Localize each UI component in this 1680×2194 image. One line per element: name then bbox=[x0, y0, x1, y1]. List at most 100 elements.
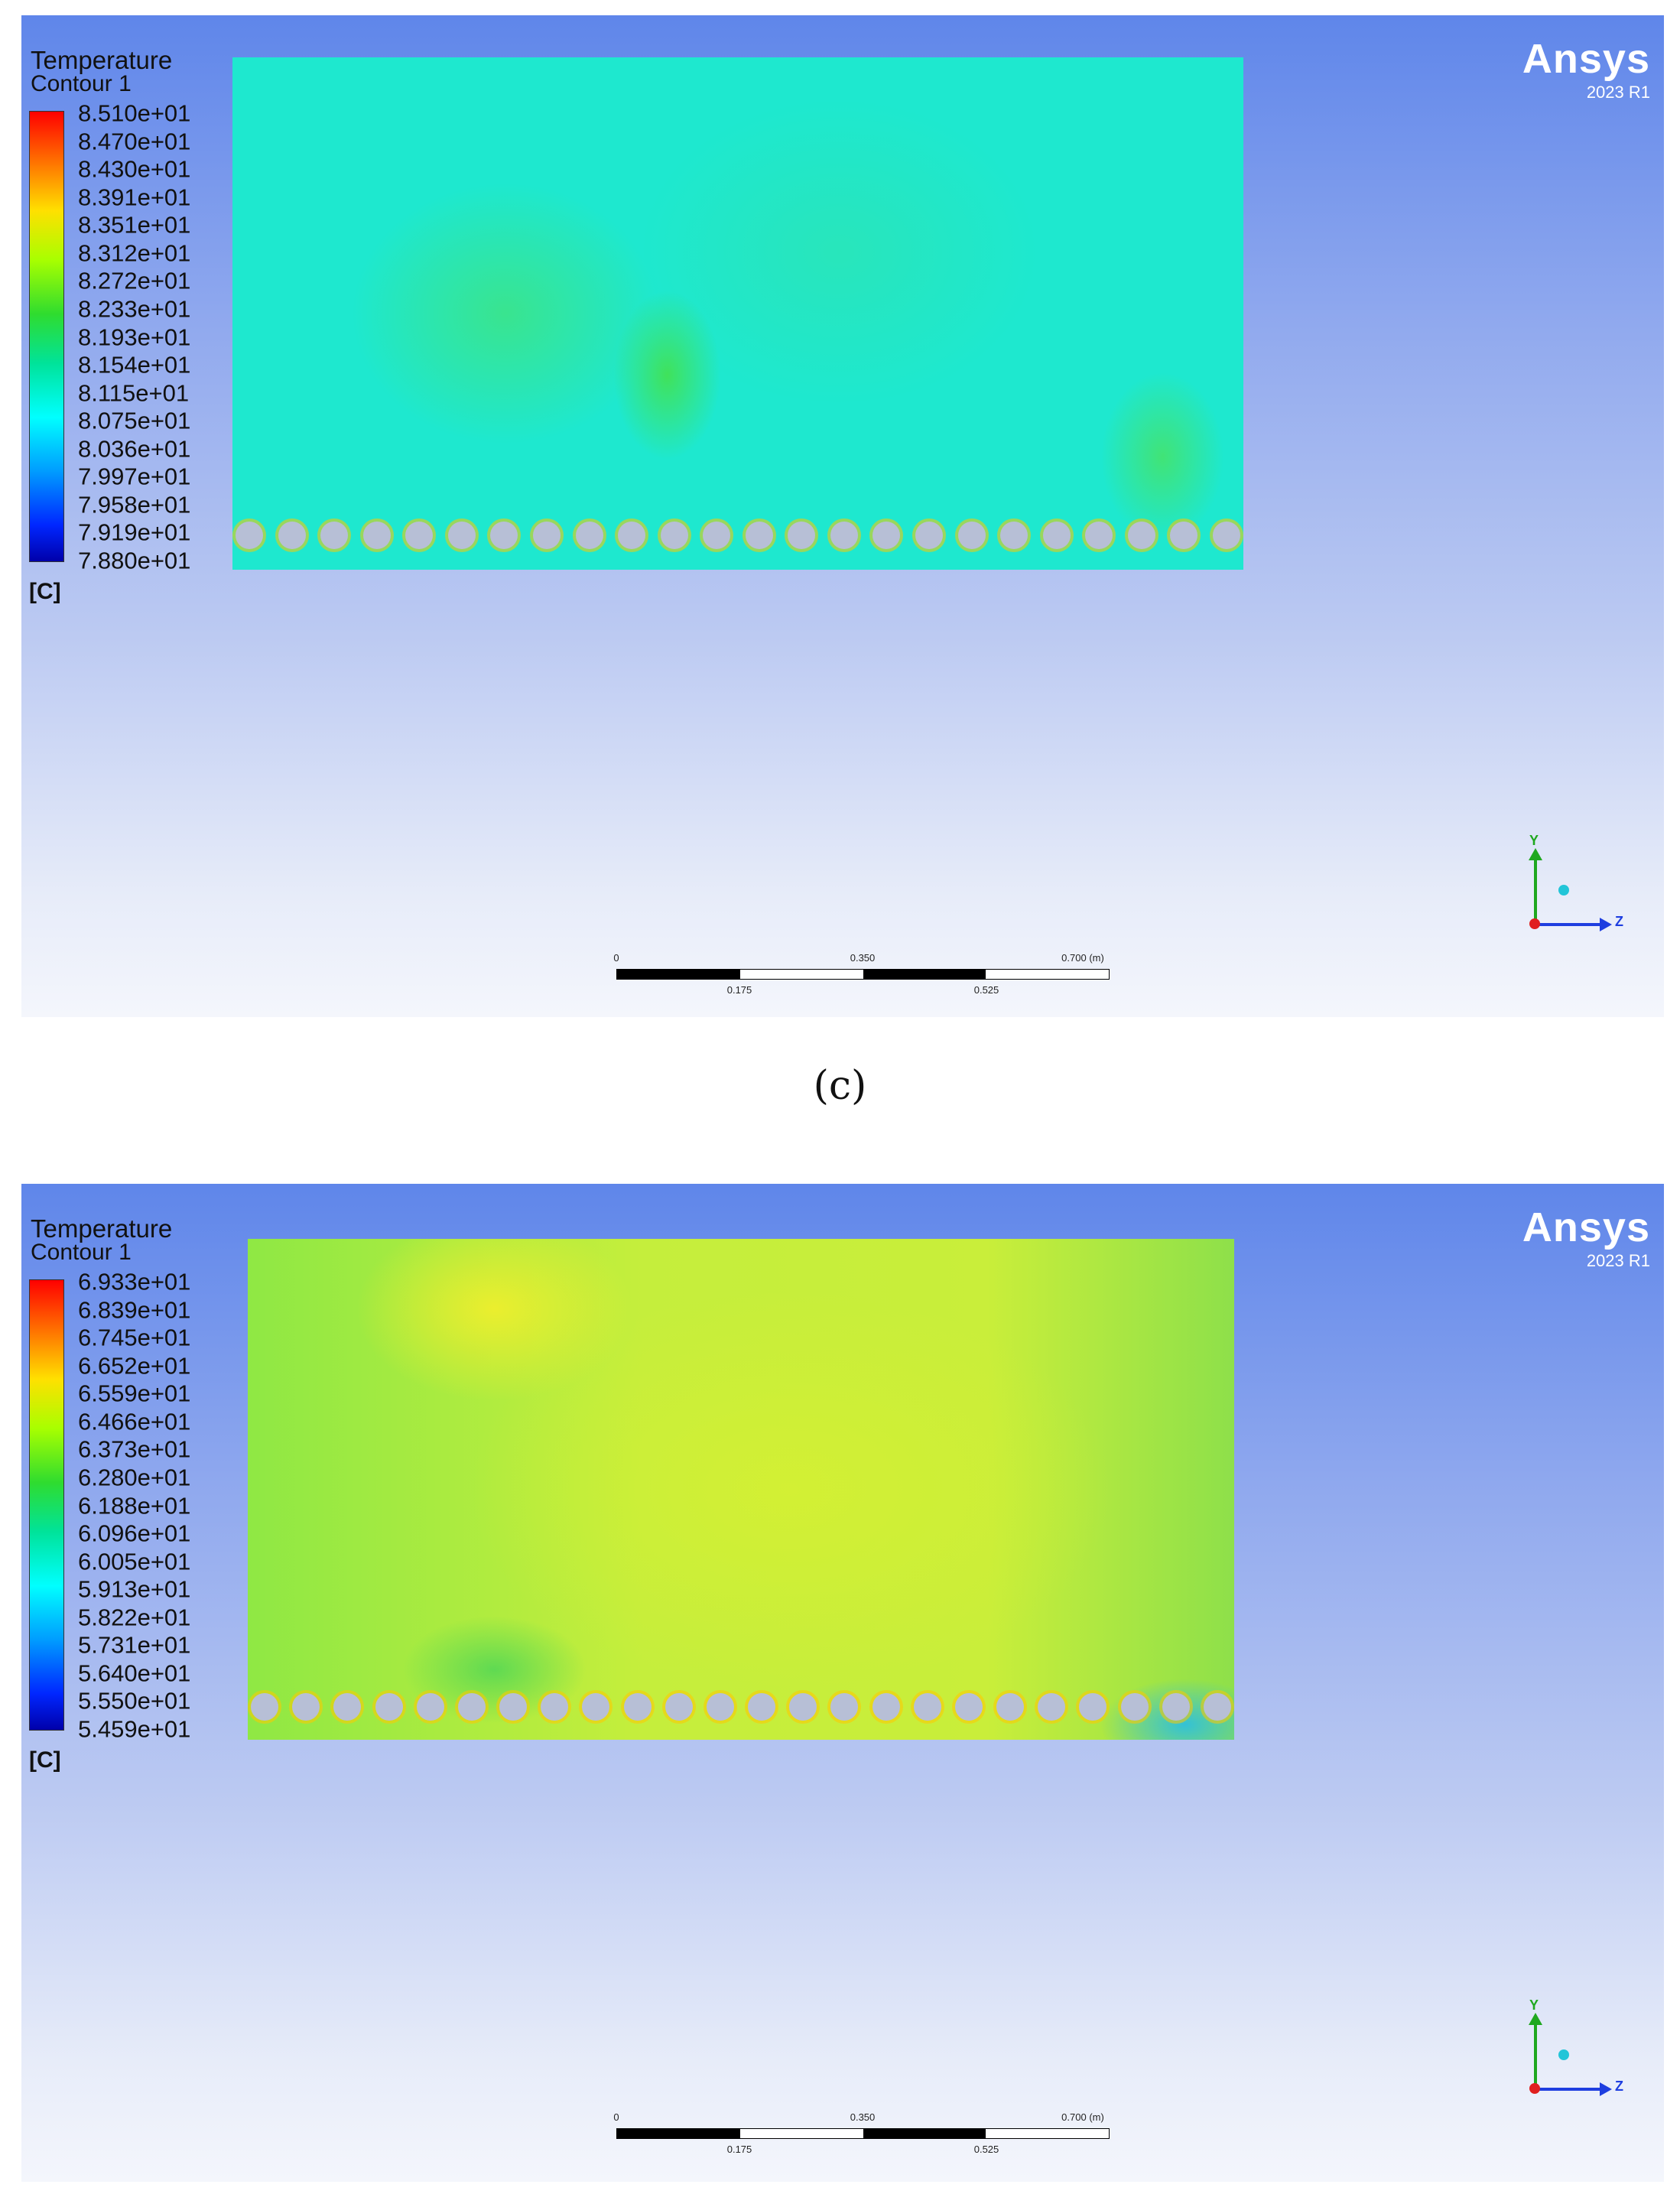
x-axis-icon bbox=[1558, 885, 1569, 895]
temperature-contour-domain bbox=[248, 1239, 1234, 1740]
tube-cross-section bbox=[1212, 522, 1240, 549]
axis-triad: Y Z bbox=[1519, 1997, 1626, 2109]
title-variable: Temperature bbox=[31, 1214, 173, 1243]
tube-cross-section bbox=[375, 1693, 403, 1721]
legend-tick-label: 6.188e+01 bbox=[78, 1492, 191, 1519]
tube-cross-section bbox=[575, 522, 603, 549]
contour-title: Temperature Contour 1 bbox=[31, 1216, 172, 1264]
legend-tick-label: 8.510e+01 bbox=[78, 99, 191, 127]
legend-tick-label: 8.470e+01 bbox=[78, 128, 191, 155]
legend-tick-labels: 6.933e+01 6.839e+01 6.745e+01 6.652e+01 6.55… bbox=[78, 1270, 254, 1741]
scale-label-max: 0.700 (m) bbox=[1061, 952, 1104, 964]
version-label: 2023 R1 bbox=[1586, 83, 1650, 102]
legend-tick-label: 6.280e+01 bbox=[78, 1464, 191, 1491]
tube-cross-section bbox=[957, 522, 986, 549]
legend-tick-label: 8.075e+01 bbox=[78, 407, 191, 434]
legend-tick-label: 8.391e+01 bbox=[78, 184, 191, 211]
tube-cross-section bbox=[913, 1693, 941, 1721]
legend-tick-label: 5.640e+01 bbox=[78, 1659, 191, 1687]
tube-cross-section bbox=[362, 522, 391, 549]
legend-tick-label: 7.997e+01 bbox=[78, 463, 191, 490]
y-axis-label: Y bbox=[1529, 833, 1539, 848]
tube-cross-section bbox=[706, 1693, 734, 1721]
version-label: 2023 R1 bbox=[1586, 1251, 1650, 1270]
legend-tick-label: 6.373e+01 bbox=[78, 1435, 191, 1463]
tube-cross-section bbox=[830, 522, 858, 549]
tube-cross-section bbox=[703, 522, 731, 549]
color-legend-bar bbox=[29, 1279, 64, 1731]
legend-tick-label: 8.351e+01 bbox=[78, 211, 191, 239]
tube-cross-section bbox=[1203, 1693, 1231, 1721]
color-legend-bar bbox=[29, 111, 64, 562]
tube-cross-section bbox=[665, 1693, 693, 1721]
tube-cross-section bbox=[1127, 522, 1155, 549]
scale-label-0: 0 bbox=[613, 952, 619, 964]
tube-cross-section bbox=[954, 1693, 983, 1721]
title-contour: Contour 1 bbox=[31, 71, 132, 96]
x-axis-icon bbox=[1558, 2049, 1569, 2060]
legend-tick-label: 5.913e+01 bbox=[78, 1575, 191, 1603]
tube-cross-section bbox=[872, 522, 901, 549]
tube-cross-section bbox=[1079, 1693, 1107, 1721]
tube-cross-section bbox=[872, 1693, 900, 1721]
scale-label-mid: 0.350 bbox=[850, 952, 876, 964]
logo-text: Ansys bbox=[1522, 36, 1650, 82]
tube-cross-section bbox=[416, 1693, 444, 1721]
tube-cross-section bbox=[541, 1693, 569, 1721]
tube-cross-section bbox=[1120, 1693, 1149, 1721]
logo-text: Ansys bbox=[1522, 1204, 1650, 1250]
tube-cross-section bbox=[457, 1693, 486, 1721]
legend-tick-label: 8.272e+01 bbox=[78, 267, 191, 294]
axis-triad: Y Z bbox=[1519, 833, 1626, 944]
legend-tick-label: 6.933e+01 bbox=[78, 1268, 191, 1295]
z-axis-arrow-icon bbox=[1600, 918, 1612, 931]
tube-cross-section bbox=[236, 522, 263, 549]
scale-label-mid: 0.350 bbox=[850, 2111, 876, 2123]
tube-cross-section bbox=[1000, 522, 1028, 549]
scale-label-q3: 0.525 bbox=[973, 2144, 999, 2155]
y-axis-arrow-icon bbox=[1529, 848, 1542, 860]
scale-label-q3: 0.525 bbox=[973, 984, 999, 996]
z-axis-line bbox=[1535, 923, 1603, 926]
tube-cross-section bbox=[532, 522, 561, 549]
tube-cross-section bbox=[788, 522, 816, 549]
legend-tick-label: 7.958e+01 bbox=[78, 491, 191, 518]
tube-cross-section bbox=[830, 1693, 859, 1721]
legend-tick-label: 8.430e+01 bbox=[78, 155, 191, 183]
legend-tick-label: 7.880e+01 bbox=[78, 547, 191, 574]
legend-tick-label: 8.036e+01 bbox=[78, 435, 191, 463]
z-axis-line bbox=[1535, 2088, 1603, 2091]
legend-tick-label: 8.312e+01 bbox=[78, 239, 191, 267]
origin-icon bbox=[1529, 918, 1540, 929]
legend-tick-labels: 8.510e+01 8.470e+01 8.430e+01 8.391e+01 8.35… bbox=[78, 102, 254, 573]
tube-cross-section bbox=[915, 522, 943, 549]
scale-label-max: 0.700 (m) bbox=[1061, 2111, 1104, 2123]
legend-tick-label: 5.822e+01 bbox=[78, 1604, 191, 1631]
tube-cross-section bbox=[1042, 522, 1071, 549]
contour-panel-bottom: Temperature Contour 1 6.933e+01 6.839e+01… bbox=[21, 1184, 1664, 2182]
y-axis-arrow-icon bbox=[1529, 2013, 1542, 2025]
scale-bar-segments bbox=[616, 969, 1110, 980]
y-axis-label: Y bbox=[1529, 1997, 1539, 2013]
temperature-contour-domain bbox=[232, 57, 1243, 570]
tube-cross-section bbox=[748, 1693, 776, 1721]
tube-cross-section bbox=[1162, 1693, 1190, 1721]
tube-cross-section bbox=[251, 1693, 278, 1721]
legend-tick-label: 6.096e+01 bbox=[78, 1520, 191, 1547]
tube-cross-section bbox=[499, 1693, 528, 1721]
tube-cross-section bbox=[320, 522, 349, 549]
legend-tick-label: 5.731e+01 bbox=[78, 1631, 191, 1659]
scale-bar: 0 0.350 0.700 (m) 0.175 0.525 bbox=[593, 2111, 1110, 2173]
ansys-logo: Ansys 2023 R1 bbox=[1522, 1207, 1650, 1271]
legend-tick-label: 5.459e+01 bbox=[78, 1715, 191, 1743]
tube-cross-section bbox=[1038, 1693, 1066, 1721]
tube-cross-section bbox=[1170, 522, 1198, 549]
legend-tick-label: 8.154e+01 bbox=[78, 351, 191, 379]
tube-cross-section bbox=[1085, 522, 1113, 549]
tube-cross-section bbox=[333, 1693, 362, 1721]
tube-row bbox=[248, 1689, 1234, 1724]
legend-tick-label: 6.745e+01 bbox=[78, 1324, 191, 1351]
legend-tick-label: 8.193e+01 bbox=[78, 323, 191, 350]
figure-caption: (c) bbox=[813, 1063, 867, 1109]
tube-cross-section bbox=[278, 522, 306, 549]
